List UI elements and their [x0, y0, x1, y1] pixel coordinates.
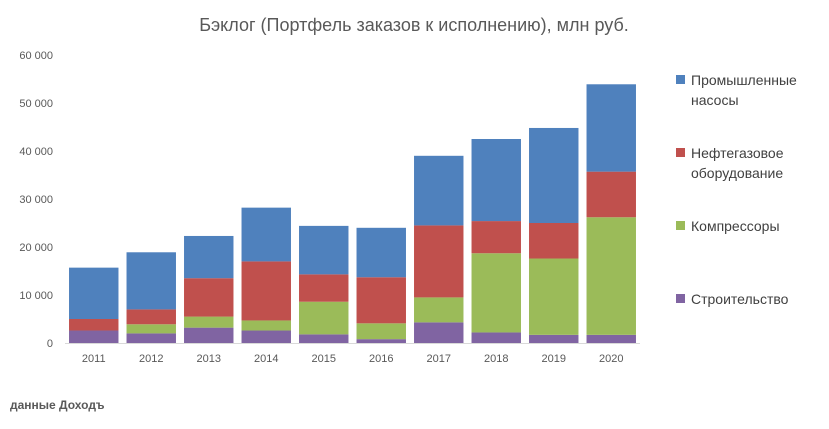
bar-segment — [184, 278, 234, 317]
source-note: данные Доходъ — [10, 398, 105, 412]
bar-segment — [241, 207, 291, 262]
bar-segment — [471, 139, 521, 222]
legend-label: оборудование — [691, 165, 783, 181]
bar-segment — [414, 322, 464, 343]
chart-title: Бэклог (Портфель заказов к исполнению), … — [199, 15, 629, 35]
y-tick-label: 10 000 — [19, 290, 53, 302]
legend-label: насосы — [691, 92, 739, 108]
legend-swatch — [676, 148, 685, 157]
x-tick-label: 2012 — [139, 353, 163, 365]
y-tick-label: 20 000 — [19, 242, 53, 254]
y-tick-label: 50 000 — [19, 98, 53, 110]
bar-segment — [126, 324, 176, 334]
y-axis-ticks: 0 10 000 20 000 30 000 40 000 50 000 60 000 — [19, 50, 53, 350]
bar-segment — [414, 155, 464, 226]
legend-label: Компрессоры — [691, 218, 780, 234]
bar-segment — [529, 334, 579, 343]
y-tick-label: 40 000 — [19, 146, 53, 158]
bar-segment — [471, 253, 521, 333]
legend-swatch — [676, 75, 685, 84]
bar-segment — [184, 327, 234, 343]
bar-segment — [69, 330, 119, 343]
bar-segment — [241, 320, 291, 331]
bar-segment — [414, 225, 464, 298]
legend-label: Строительство — [691, 291, 789, 307]
x-tick-label: 2014 — [254, 353, 278, 365]
bar-segment — [299, 301, 349, 335]
legend: Промышленные насосы Нефтегазовое оборудован… — [676, 72, 797, 307]
x-tick-label: 2011 — [82, 353, 106, 365]
bar-segment — [126, 252, 176, 310]
bar-segment — [414, 297, 464, 323]
bar-segment — [126, 309, 176, 325]
bar-segment — [529, 223, 579, 259]
bar-segment — [69, 319, 119, 331]
bar-segment — [356, 277, 406, 324]
bar-segment — [299, 274, 349, 302]
x-tick-label: 2017 — [427, 353, 451, 365]
legend-label: Промышленные — [691, 72, 797, 88]
x-tick-label: 2016 — [369, 353, 393, 365]
bar-segment — [299, 225, 349, 275]
x-tick-label: 2019 — [542, 353, 566, 365]
x-tick-label: 2020 — [599, 353, 623, 365]
x-tick-label: 2015 — [312, 353, 336, 365]
bar-segment — [529, 258, 579, 335]
bar-segment — [586, 217, 636, 335]
bar-segment — [586, 334, 636, 343]
y-tick-label: 60 000 — [19, 50, 53, 62]
y-tick-label: 30 000 — [19, 194, 53, 206]
bar-segment — [184, 316, 234, 328]
bar-segment — [586, 171, 636, 218]
bar-segment — [471, 332, 521, 343]
bar-segment — [126, 333, 176, 343]
y-tick-label: 0 — [47, 338, 53, 350]
bar-segment — [69, 267, 119, 319]
bar-segment — [586, 84, 636, 172]
bar-segment — [356, 339, 406, 343]
legend-swatch — [676, 294, 685, 303]
bar-segment — [529, 127, 579, 223]
bar-segment — [356, 227, 406, 278]
x-axis-ticks: 2011 2012 2013 2014 2015 2016 2017 2018 2019 2020 — [82, 353, 624, 365]
bar-segment — [299, 334, 349, 343]
bar-segment — [356, 323, 406, 340]
bar-segment — [241, 261, 291, 321]
bar-segment — [471, 221, 521, 254]
bar-segment — [184, 235, 234, 279]
legend-swatch — [676, 221, 685, 230]
bars — [69, 84, 636, 343]
x-tick-label: 2018 — [484, 353, 508, 365]
x-tick-label: 2013 — [197, 353, 221, 365]
bar-segment — [241, 330, 291, 343]
legend-label: Нефтегазовое — [691, 145, 784, 161]
